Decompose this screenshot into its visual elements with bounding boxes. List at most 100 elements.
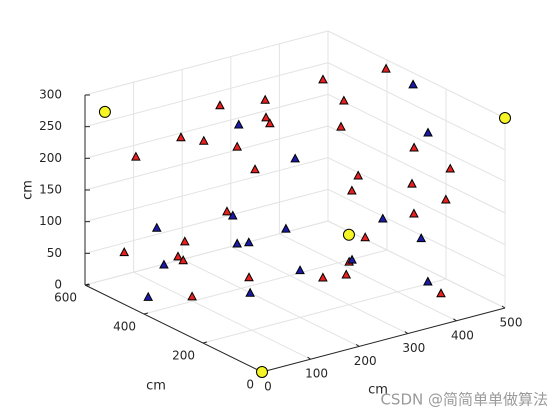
grid (84, 30, 506, 373)
point (198, 135, 209, 145)
point (131, 151, 141, 161)
point (445, 163, 456, 173)
point (342, 228, 355, 241)
point (408, 79, 418, 89)
point (409, 142, 419, 152)
point (159, 259, 169, 269)
point (227, 210, 238, 220)
point (245, 287, 255, 297)
point (423, 276, 433, 286)
z-tick-label: 50 (47, 246, 62, 260)
z-tick-label: 250 (39, 119, 62, 133)
point (295, 265, 305, 275)
grid-line (84, 93, 329, 159)
point (151, 222, 162, 232)
point (318, 272, 328, 282)
point (290, 153, 300, 163)
point (261, 112, 271, 122)
grid-line (327, 30, 506, 119)
grid-line (327, 93, 506, 182)
x-tick (404, 331, 409, 335)
point (347, 185, 357, 195)
point (353, 170, 364, 180)
x-axis-label: cm (368, 383, 388, 398)
grid-line (84, 62, 329, 128)
point (222, 206, 232, 216)
grid-line (202, 278, 447, 344)
x-tick (501, 305, 506, 309)
y-tick-label: 600 (54, 291, 77, 305)
point (243, 237, 254, 247)
grid-line (84, 188, 329, 254)
grid-line (84, 125, 329, 191)
x-tick-label: 100 (305, 367, 328, 381)
point (143, 291, 154, 301)
x-tick-label: 400 (451, 328, 474, 342)
point (265, 118, 275, 128)
point (318, 74, 328, 84)
y-tick-label: 0 (246, 378, 254, 392)
z-tick-label: 150 (39, 183, 62, 197)
point (339, 95, 349, 105)
grid-line (279, 233, 457, 322)
grid-line (181, 258, 360, 347)
point (119, 247, 130, 257)
point (250, 164, 260, 174)
point (341, 269, 352, 279)
z-tick-label: 100 (39, 214, 62, 228)
x-tick-label: 500 (500, 316, 523, 330)
point (244, 272, 254, 282)
grid-line (327, 220, 506, 309)
point (98, 105, 111, 118)
grid-line (327, 62, 506, 151)
point (173, 251, 183, 261)
x-tick (355, 343, 360, 347)
point (377, 213, 388, 223)
z-tick-label: 200 (39, 151, 62, 165)
grid-line (230, 246, 409, 335)
point (441, 194, 451, 204)
x-tick (453, 318, 457, 322)
point (256, 366, 268, 378)
point (178, 255, 189, 265)
point (176, 132, 186, 142)
point (179, 236, 190, 246)
x-tick (307, 356, 311, 360)
point (347, 254, 357, 264)
point (360, 232, 371, 242)
z-axis-label: cm (21, 180, 36, 200)
z-tick-label: 300 (39, 88, 62, 102)
grid-line (143, 249, 388, 315)
point (260, 94, 270, 104)
point (499, 112, 511, 124)
y-axis (84, 284, 263, 373)
x-tick-label: 0 (264, 380, 272, 394)
point (215, 100, 225, 110)
point (381, 63, 391, 73)
point (416, 233, 427, 243)
point (407, 178, 417, 188)
grid-line (84, 157, 329, 223)
y-tick-label: 200 (172, 349, 195, 363)
y-tick (202, 341, 208, 344)
grid-line (327, 157, 506, 246)
x-tick-label: 300 (402, 341, 425, 355)
point (232, 238, 242, 248)
grid-line (84, 30, 329, 96)
point (423, 127, 433, 137)
y-tick-label: 400 (113, 320, 136, 334)
grid-line (327, 125, 506, 214)
z-tick-label: 0 (54, 278, 62, 292)
y-tick (143, 312, 149, 315)
point (232, 141, 242, 151)
watermark: CSDN @简简单单做算法 (380, 391, 548, 409)
grid-line (327, 188, 506, 277)
x-tick-label: 200 (354, 354, 377, 368)
point (336, 121, 346, 131)
point (409, 208, 419, 218)
point (436, 288, 446, 298)
point (187, 291, 197, 301)
y-axis-label: cm (146, 379, 166, 394)
point (281, 223, 291, 233)
